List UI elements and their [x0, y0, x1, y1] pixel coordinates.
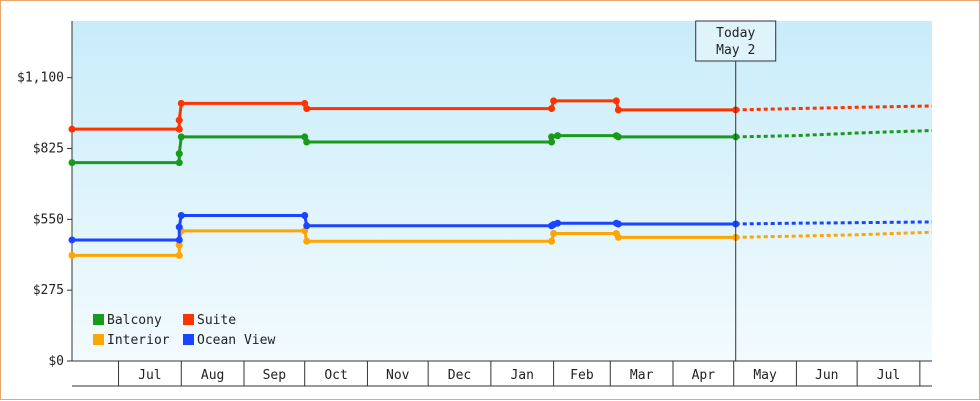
- legend-swatch: [183, 314, 194, 325]
- x-tick-label: Aug: [201, 368, 224, 383]
- data-point: [175, 125, 183, 133]
- data-point: [177, 133, 185, 141]
- legend-item: Balcony: [93, 313, 162, 328]
- data-point: [175, 116, 183, 124]
- x-tick-label: Jul: [138, 368, 161, 383]
- data-point: [175, 223, 183, 231]
- x-tick-label: Mar: [630, 368, 654, 383]
- data-point: [554, 132, 562, 140]
- today-label: Today: [716, 26, 755, 41]
- data-point: [614, 233, 622, 241]
- series-suite: [68, 97, 933, 133]
- forecast-line: [735, 128, 933, 139]
- x-tick-label: Jun: [815, 368, 838, 383]
- data-point: [68, 236, 76, 244]
- x-tick-label: Nov: [386, 368, 410, 383]
- forecast-line: [735, 230, 933, 239]
- series-balcony: [68, 128, 933, 167]
- today-box: [695, 20, 777, 62]
- x-tick-label: Sep: [263, 368, 287, 383]
- data-point: [68, 251, 76, 259]
- data-point: [303, 138, 311, 146]
- data-point: [303, 222, 311, 230]
- legend-label: Balcony: [107, 313, 162, 328]
- data-point: [548, 133, 556, 141]
- data-point: [301, 211, 309, 219]
- series-interior: [68, 227, 933, 259]
- x-tick-label: Oct: [324, 368, 347, 383]
- legend-swatch: [183, 334, 194, 345]
- x-tick-label: Dec: [448, 368, 471, 383]
- x-tick-label: Jul: [877, 368, 900, 383]
- forecast-line: [735, 220, 933, 226]
- data-point: [175, 236, 183, 244]
- x-tick-label: Jan: [510, 368, 533, 383]
- data-point: [548, 237, 556, 245]
- data-point: [303, 105, 311, 113]
- legend-label: Ocean View: [197, 333, 275, 348]
- y-tick-label: $1,100: [17, 71, 64, 86]
- data-point: [303, 237, 311, 245]
- legend-item: Suite: [183, 313, 236, 328]
- data-point: [175, 241, 183, 249]
- x-tick-label: Apr: [692, 368, 716, 383]
- data-point: [550, 97, 558, 105]
- y-tick-label: $550: [33, 212, 64, 227]
- data-point: [612, 97, 620, 105]
- data-point: [177, 99, 185, 107]
- forecast-line: [735, 104, 933, 112]
- today-date: May 2: [716, 43, 755, 58]
- data-point: [68, 125, 76, 133]
- legend-item: Ocean View: [183, 333, 275, 348]
- plot-area: [72, 21, 932, 361]
- legend-swatch: [93, 314, 104, 325]
- x-tick-label: May: [753, 368, 777, 383]
- data-point: [614, 106, 622, 114]
- data-point: [548, 105, 556, 113]
- legend-item: Interior: [93, 333, 170, 348]
- legend-swatch: [93, 334, 104, 345]
- y-tick-label: $275: [33, 283, 64, 298]
- data-point: [177, 211, 185, 219]
- y-tick-label: $0: [48, 354, 64, 369]
- data-point: [68, 159, 76, 167]
- data-point: [175, 251, 183, 259]
- y-tick-label: $825: [33, 142, 64, 157]
- legend-label: Interior: [107, 333, 170, 348]
- legend-label: Suite: [197, 313, 236, 328]
- data-point: [614, 133, 622, 141]
- data-point: [550, 230, 558, 237]
- data-point: [175, 150, 183, 158]
- data-point: [554, 219, 562, 227]
- data-point: [548, 138, 556, 146]
- x-tick-label: Feb: [570, 368, 594, 383]
- series-ocean-view: [68, 211, 933, 244]
- data-point: [175, 159, 183, 167]
- data-point: [614, 220, 622, 228]
